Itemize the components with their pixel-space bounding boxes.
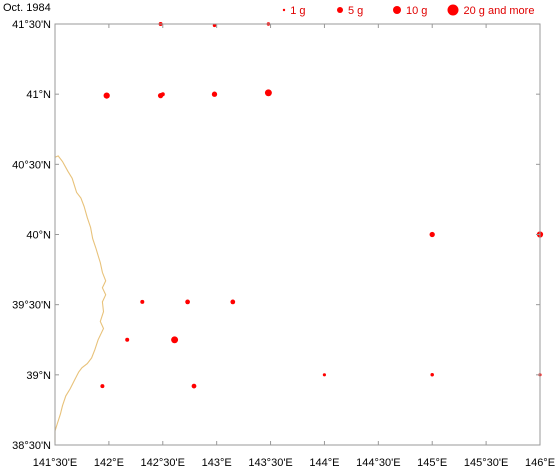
map-title: Oct. 1984 xyxy=(3,2,51,14)
station-marker xyxy=(160,92,165,97)
x-tick-label: 141°30'E xyxy=(33,457,77,469)
y-tick-label: 40°30'N xyxy=(12,159,51,171)
station-marker xyxy=(185,299,190,305)
legend-label: 10 g xyxy=(406,5,427,17)
y-tick-label: 41°N xyxy=(26,89,51,101)
axis-layer: 141°30'E 142°E 142°30'E 143°E 143°30'E 144°E 1… xyxy=(12,19,555,469)
x-tick-label: 146°E xyxy=(525,457,555,469)
station-marker xyxy=(100,384,105,389)
legend-marker xyxy=(393,6,401,14)
station-marker xyxy=(140,299,145,304)
x-tick-label: 143°30'E xyxy=(248,457,292,469)
size-legend: 1 g 5 g 10 g 20 g and more xyxy=(282,4,535,17)
y-tick-label: 39°30'N xyxy=(12,300,51,312)
y-tick-label: 39°N xyxy=(26,370,51,382)
x-tick-label: 145°30'E xyxy=(464,457,508,469)
y-tick-label: 38°30'N xyxy=(12,440,51,452)
x-tick-label: 144°30'E xyxy=(356,457,400,469)
station-marker xyxy=(125,337,130,342)
map-frame xyxy=(54,23,541,446)
station-marker xyxy=(430,373,434,377)
y-tick-label: 40°N xyxy=(26,230,51,242)
station-marker xyxy=(429,231,435,238)
x-tick-label: 142°E xyxy=(94,457,124,469)
x-tick-label: 144°E xyxy=(309,457,339,469)
legend-marker xyxy=(337,7,343,13)
y-tick-label: 41°30'N xyxy=(12,19,51,31)
station-marker xyxy=(212,23,217,28)
station-marker xyxy=(264,89,272,97)
station-marker xyxy=(171,336,179,344)
x-tick-label: 142°30'E xyxy=(141,457,185,469)
legend-label: 1 g xyxy=(290,5,305,17)
legend-label: 20 g and more xyxy=(464,5,535,17)
x-tick-label: 145°E xyxy=(417,457,447,469)
station-marker xyxy=(191,383,197,389)
x-tick-label: 143°E xyxy=(202,457,232,469)
coastline-layer xyxy=(54,155,107,443)
station-marker xyxy=(211,91,218,97)
station-marker xyxy=(103,92,110,99)
station-marker xyxy=(230,299,236,305)
legend-label: 5 g xyxy=(348,5,363,17)
coastline-path xyxy=(54,155,107,443)
legend-marker xyxy=(447,4,459,16)
station-marker xyxy=(322,373,326,377)
legend-marker xyxy=(282,8,286,12)
station-markers xyxy=(100,22,544,389)
